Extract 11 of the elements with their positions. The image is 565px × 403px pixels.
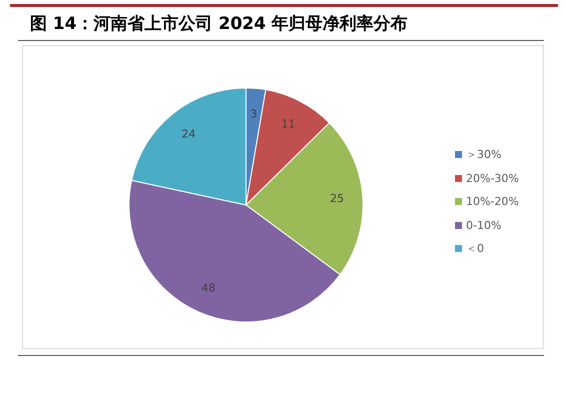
- legend-label: 20%-30%: [466, 172, 519, 185]
- legend-label: 10%-20%: [466, 195, 519, 208]
- legend-label: ＞30%: [466, 147, 502, 162]
- data-label: 25: [330, 192, 344, 206]
- data-label: 11: [281, 118, 296, 131]
- data-label: 48: [201, 282, 216, 295]
- legend-label: ＜0: [466, 241, 484, 256]
- data-label: 24: [182, 127, 196, 140]
- legend-label: 0-10%: [466, 218, 502, 232]
- chart-title: 图 14：河南省上市公司 2024 年归母净利率分布: [30, 13, 408, 35]
- data-label: 3: [250, 108, 258, 121]
